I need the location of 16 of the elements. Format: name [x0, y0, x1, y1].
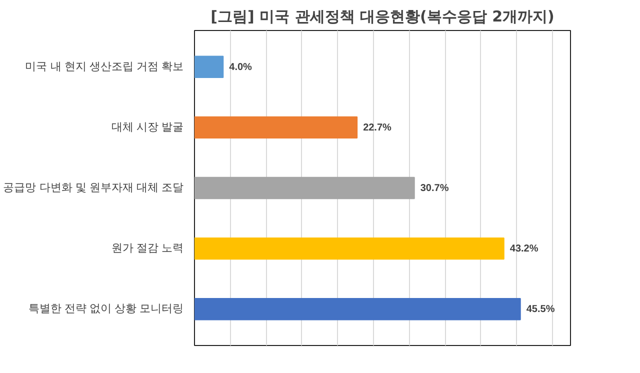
data-label: 22.7% [363, 122, 392, 134]
y-tick-label: 공급망 다변화 및 원부자재 대체 조달 [3, 182, 184, 194]
bar [194, 116, 358, 139]
bar [194, 176, 415, 200]
bar [194, 237, 504, 260]
chart-title: [그림] 미국 관세정책 대응현황(복수응답 2개까지) [210, 8, 554, 26]
y-tick-label: 원가 절감 노력 [111, 242, 184, 255]
data-label: 4.0% [229, 62, 252, 73]
bar [194, 56, 224, 78]
data-label: 45.5% [526, 304, 555, 316]
bar [194, 298, 521, 320]
y-tick-label: 대체 시장 발굴 [111, 121, 184, 134]
data-label: 30.7% [420, 183, 449, 194]
y-tick-label: 미국 내 현지 생산조립 거점 확보 [25, 60, 184, 73]
data-label: 43.2% [510, 244, 538, 255]
y-tick-label: 특별한 전략 없이 상황 모니터링 [28, 303, 184, 316]
